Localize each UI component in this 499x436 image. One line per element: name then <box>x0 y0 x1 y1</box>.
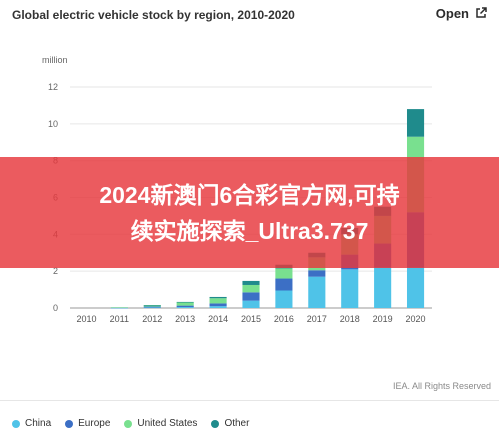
bar-segment-europe[interactable] <box>308 270 326 277</box>
bar-segment-other[interactable] <box>209 296 227 299</box>
x-tick-label: 2016 <box>274 314 294 324</box>
bar-segment-europe[interactable] <box>176 305 194 308</box>
x-tick-label: 2014 <box>208 314 228 324</box>
bar-segment-other[interactable] <box>176 301 194 303</box>
bar-segment-china[interactable] <box>242 300 260 308</box>
bar-segment-china[interactable] <box>406 267 425 308</box>
x-tick-label: 2012 <box>142 314 162 324</box>
legend-label: United States <box>137 418 198 429</box>
y-tick-label: 2 <box>53 266 58 276</box>
legend-swatch <box>12 419 20 428</box>
footer-divider <box>0 400 499 401</box>
legend-label: Europe <box>78 418 111 429</box>
bar-segment-other[interactable] <box>242 280 260 285</box>
bar-segment-europe[interactable] <box>275 278 293 291</box>
legend-swatch <box>65 419 74 428</box>
bar-segment-europe[interactable] <box>209 303 227 307</box>
bar-segment-europe[interactable] <box>143 306 161 308</box>
bar-segment-china[interactable] <box>209 306 227 308</box>
x-tick-label: 2015 <box>241 314 261 324</box>
open-link[interactable]: Open <box>435 6 469 21</box>
bar-segment-china[interactable] <box>176 307 194 308</box>
bar-segment-united-states[interactable] <box>242 284 260 293</box>
bar-segment-europe[interactable] <box>242 292 260 301</box>
bar-segment-united-states[interactable] <box>275 268 293 279</box>
bar-segment-china[interactable] <box>308 276 326 308</box>
legend-swatch <box>211 419 220 428</box>
source-credit: IEA. All Rights Reserved <box>392 381 491 391</box>
overlay-line-2: 续实施探索_Ultra3.737 <box>130 217 369 244</box>
bar-segment-other[interactable] <box>143 305 161 306</box>
x-tick-label: 2011 <box>110 314 129 324</box>
bar-segment-china[interactable] <box>341 269 359 308</box>
y-tick-label: 10 <box>48 119 58 129</box>
legend-swatch <box>124 419 133 428</box>
y-tick-label: 0 <box>53 303 58 313</box>
bar-segment-united-states[interactable] <box>209 298 227 304</box>
overlay-line-1: 2024新澳门6合彩官方网,可持 <box>99 181 400 208</box>
bar-segment-china[interactable] <box>374 267 392 308</box>
legend-label: Other <box>224 418 250 429</box>
bar-segment-other[interactable] <box>406 109 425 137</box>
x-tick-label: 2019 <box>373 314 393 324</box>
promo-overlay-banner: 2024新澳门6合彩官方网,可持 续实施探索_Ultra3.737 <box>0 157 499 268</box>
x-tick-label: 2018 <box>340 314 360 324</box>
legend-item-united-states[interactable]: United States <box>124 418 197 429</box>
x-tick-label: 2013 <box>175 314 195 324</box>
x-tick-label: 2017 <box>307 314 327 324</box>
legend-label: China <box>25 418 52 429</box>
legend-item-europe[interactable]: Europe <box>65 418 110 429</box>
chart-legend: China Europe United States Other <box>12 418 249 429</box>
bar-segment-united-states[interactable] <box>143 305 161 307</box>
legend-item-china[interactable]: China <box>12 418 51 429</box>
external-link-icon[interactable] <box>475 7 487 19</box>
bar-segment-united-states[interactable] <box>176 302 194 306</box>
x-tick-label: 2020 <box>406 314 426 324</box>
x-tick-label: 2010 <box>76 314 96 324</box>
bar-segment-united-states[interactable] <box>110 307 128 308</box>
legend-item-other[interactable]: Other <box>211 418 249 429</box>
y-axis-label: million <box>42 55 68 65</box>
y-tick-label: 12 <box>48 82 58 92</box>
bar-segment-europe[interactable] <box>110 307 128 309</box>
bar-segment-china[interactable] <box>143 307 161 309</box>
bar-segment-china[interactable] <box>275 290 293 308</box>
chart-title: Global electric vehicle stock by region,… <box>12 8 295 22</box>
